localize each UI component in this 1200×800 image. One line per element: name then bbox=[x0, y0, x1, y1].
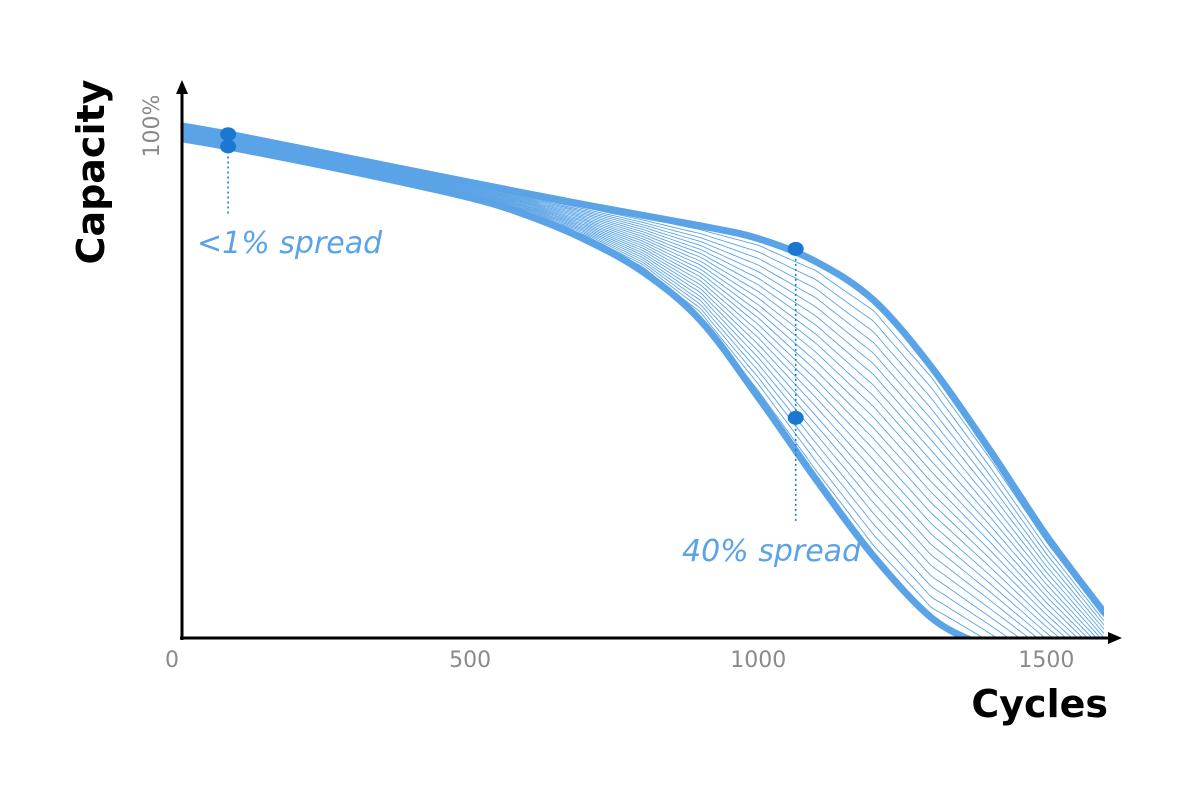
fan-line bbox=[182, 128, 1104, 638]
annotation-guides bbox=[227, 146, 797, 522]
x-axis-title: Cycles bbox=[971, 682, 1108, 726]
fan-line bbox=[182, 133, 1062, 639]
x-tick-label: 1500 bbox=[1018, 648, 1074, 673]
fan-line bbox=[182, 129, 1102, 639]
x-axis-arrow-icon bbox=[1108, 632, 1122, 644]
x-tick-labels: 0 500 1000 1500 bbox=[165, 648, 1074, 673]
annotation-label: 40% spread bbox=[682, 534, 862, 569]
spread-annotations: <1% spread 40% spread bbox=[197, 226, 862, 569]
fan-line bbox=[182, 133, 1068, 639]
x-tick-label: 0 bbox=[165, 648, 179, 673]
data-point bbox=[220, 139, 237, 154]
data-point bbox=[220, 127, 237, 142]
y-axis-title: Capacity bbox=[69, 79, 113, 264]
data-markers bbox=[220, 127, 804, 425]
x-tick-label: 500 bbox=[449, 648, 491, 673]
fan-line bbox=[182, 128, 1104, 634]
fan-line bbox=[182, 137, 987, 639]
x-tick-label: 1000 bbox=[730, 648, 786, 673]
fan-line bbox=[182, 131, 1085, 639]
data-point bbox=[787, 410, 804, 425]
y-tick-labels: 100% bbox=[140, 95, 165, 158]
fan-line bbox=[182, 126, 1104, 622]
fan-line bbox=[182, 129, 1099, 639]
annotation-label: <1% spread bbox=[197, 226, 383, 261]
y-tick-label: 100% bbox=[140, 95, 165, 158]
lower-bound-curve bbox=[182, 135, 977, 639]
upper-bound-curve bbox=[182, 122, 1104, 616]
fan-line bbox=[182, 130, 1094, 639]
fan-line bbox=[182, 126, 1104, 617]
fan-line bbox=[182, 131, 1080, 639]
data-point bbox=[787, 241, 804, 256]
fan-line bbox=[182, 130, 1090, 639]
y-axis-arrow-icon bbox=[176, 80, 188, 94]
fan-line bbox=[182, 134, 1055, 639]
bound-curves bbox=[182, 122, 1104, 639]
fan-line bbox=[182, 127, 1104, 626]
fan-line bbox=[182, 134, 1048, 639]
fan-line bbox=[182, 132, 1074, 639]
